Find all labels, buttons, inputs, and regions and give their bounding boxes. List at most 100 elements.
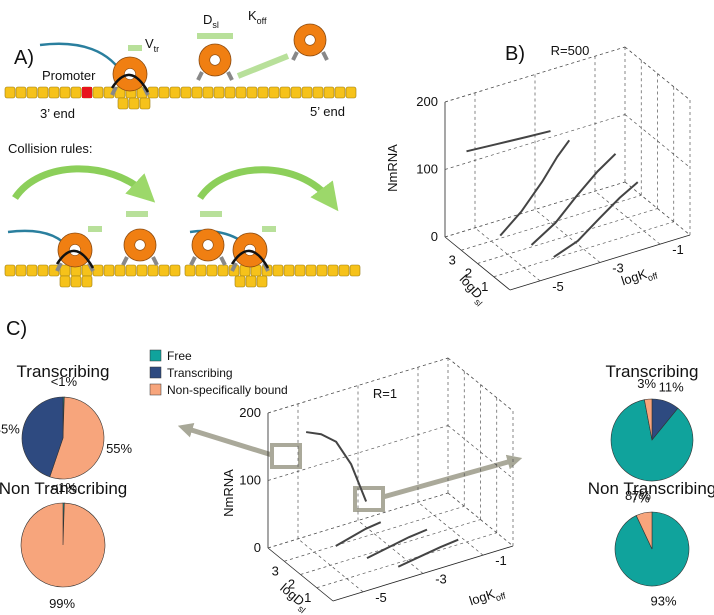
x-axis-label: logDsl — [275, 580, 312, 615]
legend-label: Non-specifically bound — [167, 383, 288, 397]
dna-unit — [294, 264, 306, 277]
panel-label: A) — [14, 47, 34, 69]
collision-rules-label: Collision rules: — [8, 141, 93, 156]
dna-unit — [15, 264, 27, 277]
z-tick-label: 200 — [239, 405, 261, 420]
polymerase-hole — [304, 34, 316, 46]
selection-arrows — [177, 423, 523, 512]
promoter-site — [82, 87, 92, 98]
x-tick-label: 1 — [481, 279, 488, 294]
dna-unit — [26, 86, 38, 99]
x-axis-label: logDsl — [454, 272, 490, 309]
pie-value-label: 93% — [651, 594, 677, 609]
dna-unit — [92, 86, 104, 99]
dna-unit — [283, 264, 295, 277]
dna-unit — [70, 86, 82, 99]
z-tick-label: 200 — [416, 94, 438, 109]
symbol: K — [248, 8, 257, 23]
legend-label: Free — [167, 349, 192, 363]
symbol: V — [145, 36, 154, 51]
z-axis-label: NmRNA — [221, 469, 236, 517]
dna-unit — [92, 264, 104, 277]
dna-unit — [234, 275, 246, 288]
template — [55, 249, 95, 269]
y-tick-label: -1 — [672, 242, 684, 257]
grid-line — [417, 501, 484, 556]
dna-unit — [279, 86, 291, 99]
chart-title: R=1 — [373, 386, 397, 401]
dna-unit — [268, 86, 280, 99]
template — [230, 249, 270, 269]
panel-a: A) Promoter Vtr Dsl Koff 3’ end 5’ end C… — [4, 8, 361, 288]
dna-unit — [147, 86, 159, 99]
promoter-label: Promoter — [42, 68, 96, 83]
pie-value-label: 45% — [0, 422, 20, 437]
legend-swatch — [149, 349, 162, 362]
dna-unit — [245, 275, 257, 288]
subscript: sl — [212, 20, 219, 30]
y-tick-label: -1 — [495, 553, 507, 568]
pie-value-label: <1% — [51, 480, 78, 495]
pie-value-label: 3% — [637, 376, 656, 391]
y-tick-label: -5 — [375, 590, 387, 605]
small-arrows — [88, 211, 276, 232]
dna-unit — [37, 86, 49, 99]
pie-slice — [635, 511, 653, 550]
panel-label: C) — [6, 318, 27, 340]
legs — [196, 71, 234, 81]
dna-unit — [81, 275, 93, 288]
legend-swatch — [149, 366, 162, 379]
legend-swatch — [149, 383, 162, 396]
dna-unit — [290, 86, 302, 99]
dna-unit — [26, 264, 38, 277]
chart-title: R=500 — [551, 43, 590, 58]
dna-unit — [48, 86, 60, 99]
pie-value-label: 99% — [49, 596, 75, 611]
dna-unit — [257, 86, 269, 99]
pie-slice — [21, 396, 64, 478]
y-tick-label: -3 — [435, 572, 447, 587]
x-tick-label: 2 — [288, 577, 295, 592]
pie-slice — [644, 398, 653, 441]
axis-label-sub: sl — [296, 603, 307, 615]
pie-value-label: 87% — [625, 488, 651, 503]
y-axis-label: logKoff — [467, 583, 507, 611]
dna-unit — [338, 264, 350, 277]
dna-unit — [345, 86, 357, 99]
axis-label-sub: off — [646, 270, 659, 283]
dna-unit — [15, 86, 27, 99]
legend-label: Transcribing — [167, 366, 233, 380]
dna-unit — [305, 264, 317, 277]
pie-title: Non Transcribing — [588, 479, 714, 498]
axis-label-main: logD — [457, 272, 486, 302]
grid-line — [300, 519, 481, 575]
axis-label-sub: sl — [472, 297, 484, 309]
dna-unit — [235, 86, 247, 99]
z-axis-label: NmRNA — [385, 144, 400, 192]
dna-unit — [37, 264, 49, 277]
dna-unit — [59, 86, 71, 99]
data-line — [499, 139, 571, 237]
dna-unit — [206, 264, 218, 277]
data-line — [553, 181, 639, 258]
grid-line — [534, 209, 601, 263]
dna-unit — [191, 86, 203, 99]
axis-label-sub: off — [494, 590, 507, 603]
dna-unit — [224, 86, 236, 99]
x-tick-label: 3 — [272, 563, 279, 578]
data-line — [305, 431, 368, 502]
dna-unit — [136, 264, 148, 277]
green-arrows — [128, 33, 290, 79]
dna-unit — [59, 264, 71, 277]
dna-unit — [70, 275, 82, 288]
pie-title: Transcribing — [606, 362, 699, 381]
collision-arrows — [12, 165, 330, 200]
data-line — [466, 130, 551, 153]
pie-value-label: 55% — [106, 441, 132, 456]
z-tick-label: 0 — [254, 540, 261, 555]
dna-unit — [103, 264, 115, 277]
dna-unit — [316, 264, 328, 277]
dna-unit — [117, 97, 129, 110]
template — [110, 73, 150, 93]
polymerase-hole — [202, 239, 214, 251]
